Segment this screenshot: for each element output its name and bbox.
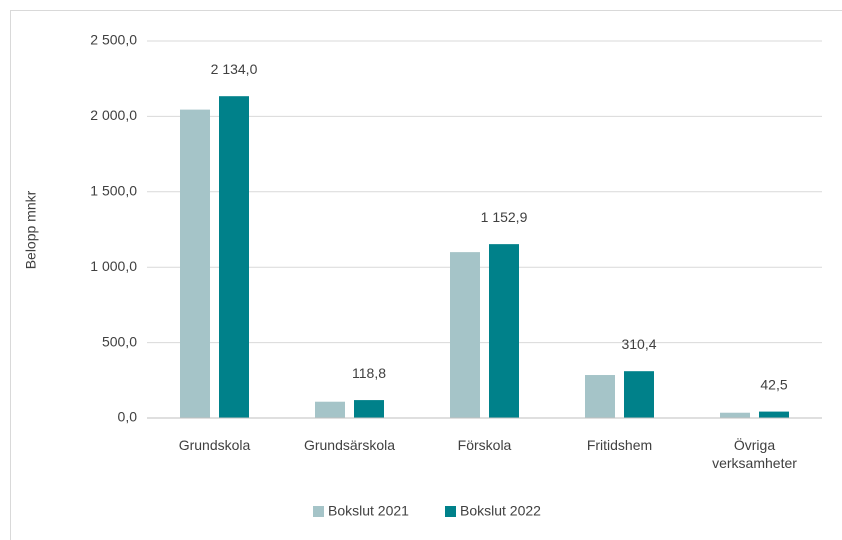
y-tick-label: 2 000,0 <box>90 107 137 123</box>
data-label: 310,4 <box>621 336 656 352</box>
bar <box>354 400 384 418</box>
data-label: 1 152,9 <box>481 209 528 225</box>
bar <box>720 412 750 418</box>
y-tick-label: 0,0 <box>118 409 138 425</box>
bar <box>450 252 480 418</box>
data-label: 118,8 <box>352 365 386 381</box>
y-tick-label: 1 000,0 <box>90 258 137 274</box>
legend-swatch <box>445 506 456 517</box>
x-tick-label: Grundskola <box>178 437 251 453</box>
bar <box>315 401 345 418</box>
legend-swatch <box>313 506 324 517</box>
bar <box>219 96 249 418</box>
legend-label: Bokslut 2021 <box>328 503 409 519</box>
y-axis-label: Belopp mnkr <box>23 190 39 269</box>
bar <box>624 371 654 418</box>
y-tick-label: 2 500,0 <box>90 32 137 48</box>
x-tick-label: Fritidshem <box>586 437 653 453</box>
bar <box>759 411 789 418</box>
bar <box>585 375 615 418</box>
y-tick-label: 500,0 <box>102 333 137 349</box>
y-tick-label: 1 500,0 <box>90 183 137 199</box>
legend-label: Bokslut 2022 <box>460 503 541 519</box>
data-label: 42,5 <box>760 376 787 392</box>
chart-border <box>10 10 842 540</box>
data-label: 2 134,0 <box>211 61 258 77</box>
x-tick-label: Övriga verksamheter <box>712 437 797 471</box>
x-tick-label: Grundsärskola <box>303 437 396 453</box>
bar <box>489 244 519 418</box>
x-tick-label: Förskola <box>457 437 512 453</box>
bar <box>180 109 210 418</box>
